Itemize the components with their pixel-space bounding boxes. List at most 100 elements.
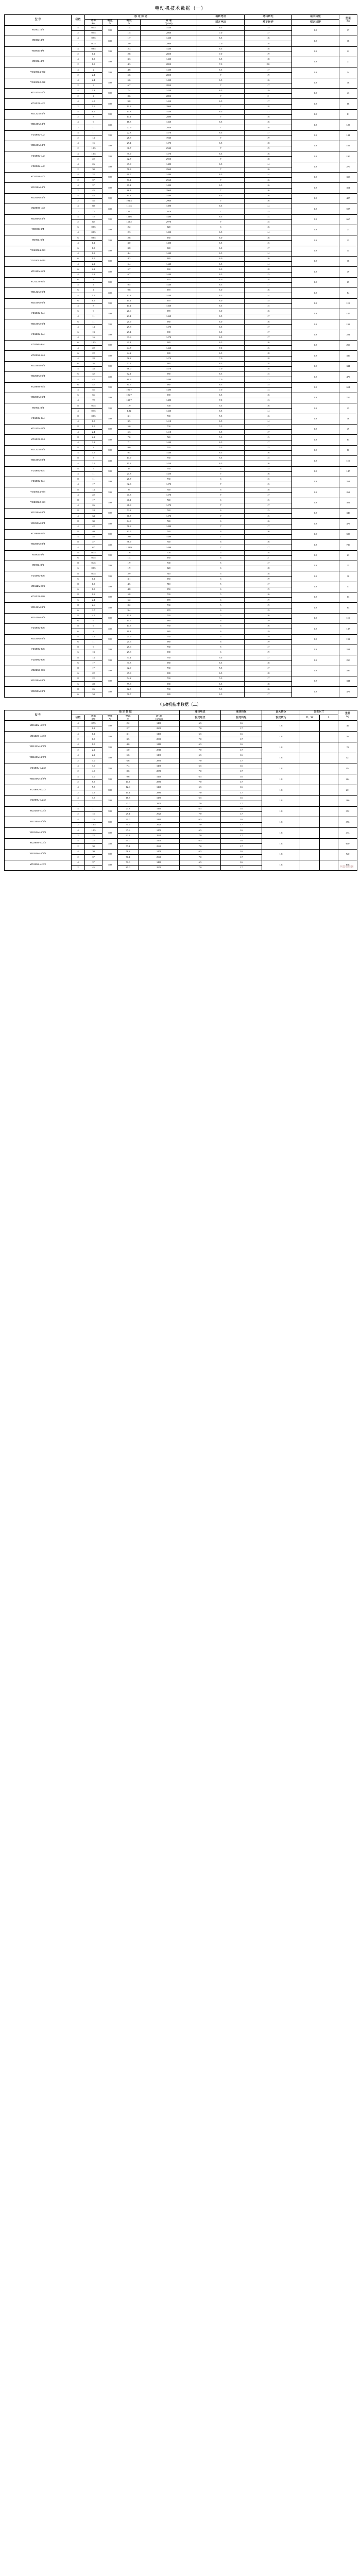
current-cell: 12.3 [117, 293, 141, 299]
power-cell: 11 [84, 806, 102, 812]
table-row: YD280S-8/4 8 40 380 83.5 740 6 1.6 1.8 585 [4, 529, 358, 540]
weight-cell: 614 [339, 382, 358, 393]
max-torque-ratio-cell: 1.8 [291, 529, 340, 540]
locked-torque-ratio-cell: 1.7 [220, 833, 263, 839]
power-cell: 40 [84, 529, 102, 535]
weight-cell: 330 [339, 350, 358, 362]
locked-torque-ratio-cell: 1.6 [244, 592, 293, 598]
table1-body: YD801-4/2 4 0.45 380 1.4 1420 6.5 1.5 1.8 17 2 0.55… [4, 25, 358, 698]
table-row: YD280M-4/2 4 72 380 133.6 1480 6.5 1.4 1.8 667 [4, 214, 358, 225]
poles-cell: 8 [71, 676, 85, 682]
locked-current-ratio-cell: 6.5 [197, 182, 245, 189]
current-cell: 25.6 [117, 639, 141, 645]
t2-th-dim-hw: H、W [300, 714, 320, 721]
voltage-cell: 380 [102, 371, 118, 383]
table-row: 4 67 122.9 1480 7 1.7 [5, 545, 357, 551]
weight-cell: 667 [339, 214, 358, 225]
voltage-cell: 380 [102, 774, 118, 786]
locked-torque-ratio-cell: 1.7 [220, 843, 263, 850]
weight-cell: 38 [339, 571, 358, 582]
speed-cell: 980 [140, 361, 198, 367]
locked-torque-ratio-cell: 1.5 [244, 482, 293, 488]
table-row: YD180L-8/4 8 11 380 26.7 730 6 1.5 1.8 254 [4, 476, 358, 488]
poles-cell: 4 [71, 492, 85, 498]
locked-torque-ratio-cell: 1.5 [244, 303, 293, 309]
speed-cell: 1470 [140, 324, 198, 330]
speed-cell: 2850 [140, 62, 198, 68]
voltage-cell: 380 [102, 329, 118, 341]
current-cell: 8.6 [117, 93, 141, 99]
locked-torque-ratio-cell: 1.6 [220, 827, 263, 834]
table-row: YD160M-4/2/2 4 2.2 380 5.6 1430 6.5 1.6 1.8 127 [4, 752, 358, 764]
voltage-cell: 380 [102, 487, 118, 498]
locked-current-ratio-cell: 7.0 [197, 345, 245, 351]
weight-cell: 154 [338, 763, 358, 775]
poles-cell: 2 [71, 135, 85, 141]
current-cell: 17.5 [117, 623, 141, 630]
locked-current-ratio-cell: 7.0 [179, 843, 221, 850]
dim-hw-cell [300, 838, 320, 850]
locked-current-ratio-cell: 6.5 [197, 660, 245, 666]
power-cell: 72 [84, 209, 102, 215]
weight-cell: 344 [339, 676, 358, 687]
poles-cell: 2 [71, 177, 85, 183]
poles-cell: 4 [71, 355, 85, 362]
locked-current-ratio-cell: 7.0 [197, 41, 245, 47]
power-cell: 4 [84, 282, 102, 289]
locked-current-ratio-cell: 6.0 [197, 235, 245, 241]
t2-th-model: 型 号 [4, 709, 72, 721]
poles-cell: 4 [71, 859, 85, 866]
table-row: YD160L-6/4 6 9 380 20.6 970 6.0 1.6 1.8 147 [4, 308, 358, 320]
locked-torque-ratio-cell: 1.6 [244, 461, 293, 467]
current-cell: 13.8 [117, 109, 141, 115]
current-cell: 11.9 [117, 104, 141, 110]
speed-cell: 2960 [140, 166, 198, 173]
current-cell: 29.8 [117, 650, 141, 656]
table-row: 4 4 9.5 1440 6.5 1.7 [5, 282, 357, 289]
locked-current-ratio-cell: 7 [197, 125, 245, 131]
table2-title: 电动机技术数据（二） [160, 702, 201, 707]
voltage-cell: 380 [102, 466, 118, 477]
power-cell: 34 [84, 366, 102, 372]
locked-current-ratio-cell: 6.5 [197, 418, 245, 425]
poles-cell: 8 [71, 613, 85, 619]
max-torque-ratio-cell: 1.8 [262, 838, 301, 850]
table-row: YD132S-6/4 6 3 380 7.7 970 6.0 1.8 1.8 65 [4, 277, 358, 289]
weight-cell: 22 [339, 46, 358, 57]
locked-current-ratio-cell: 7 [197, 471, 245, 477]
model-cell: YD132M-6/4 [4, 287, 72, 299]
th-locked-current-bot: 额定电流 [197, 19, 245, 26]
power-cell: 47 [84, 539, 102, 546]
locked-current-ratio-cell: 6.5 [197, 461, 245, 467]
power-cell: 7.5 [84, 634, 102, 640]
locked-current-ratio-cell: 6.5 [197, 439, 245, 446]
weight-cell: 182 [339, 140, 358, 152]
speed-cell: 2810 [137, 747, 180, 753]
table-row: YD315S-4/2/2 4 37 380 71.0 1480 6.5 1.6 1.8 878 [4, 859, 358, 871]
voltage-cell: 380 [102, 795, 118, 807]
speed-cell: 1460 [140, 345, 198, 351]
voltage-cell: 380 [102, 319, 118, 330]
th-weight-unit: /kg [347, 20, 350, 23]
locked-torque-ratio-cell: 1.7 [244, 655, 293, 661]
table-row: YD132S-8/6 8 1.8 380 5.8 730 5 1.6 1.8 63 [4, 592, 358, 603]
current-cell: 16.5 [117, 795, 139, 802]
locked-current-ratio-cell: 5 [197, 592, 245, 598]
weight-cell: 18 [339, 36, 358, 47]
th-weight-label: 重量 [345, 16, 351, 20]
max-torque-ratio-cell: 1.8 [291, 445, 340, 456]
model-cell: YD132S-8/6 [4, 592, 72, 603]
current-cell: 25.9 [117, 319, 141, 325]
speed-cell: 1480 [140, 172, 198, 178]
locked-current-ratio-cell: 6 [197, 597, 245, 603]
poles-cell: 2 [71, 62, 85, 68]
speed-cell: 1490 [140, 204, 198, 210]
weight-cell: 352 [338, 806, 358, 818]
max-torque-ratio-cell: 1.8 [262, 849, 301, 860]
locked-current-ratio-cell: 7.0 [197, 51, 245, 57]
motor-spec-table-2: 型 号 额 定 数 据 堵转电流 堵转转矩 最大转矩 外形尺寸 重量 /kg 极… [4, 709, 358, 871]
weight-cell: 479 [339, 518, 358, 530]
poles-cell: 4 [71, 418, 85, 425]
power-cell: 0.45 [84, 555, 102, 561]
power-cell: 72 [84, 398, 102, 404]
